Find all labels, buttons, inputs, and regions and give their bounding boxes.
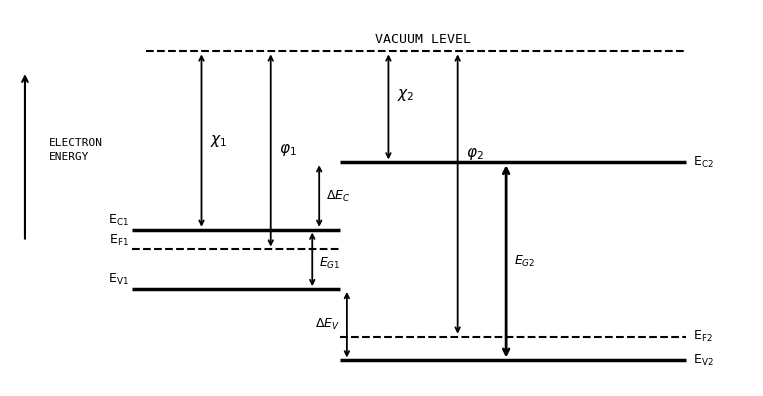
Text: $E_{G2}$: $E_{G2}$ bbox=[514, 254, 536, 269]
Text: $\mathrm{E_{F2}}$: $\mathrm{E_{F2}}$ bbox=[693, 329, 713, 344]
Text: $E_{G1}$: $E_{G1}$ bbox=[319, 256, 340, 271]
Text: $\mathrm{E_{F1}}$: $\mathrm{E_{F1}}$ bbox=[109, 232, 129, 248]
Text: $\mathrm{E_{C2}}$: $\mathrm{E_{C2}}$ bbox=[693, 155, 714, 170]
Text: $\Delta E_V$: $\Delta E_V$ bbox=[315, 317, 340, 332]
Text: $\Delta E_C$: $\Delta E_C$ bbox=[326, 188, 351, 204]
Text: $\varphi_1$: $\varphi_1$ bbox=[279, 143, 297, 158]
Text: $\chi_2$: $\chi_2$ bbox=[397, 87, 414, 103]
Text: VACUUM LEVEL: VACUUM LEVEL bbox=[375, 32, 471, 46]
Text: $\mathrm{E_{V1}}$: $\mathrm{E_{V1}}$ bbox=[108, 272, 129, 287]
Text: $\varphi_2$: $\varphi_2$ bbox=[466, 147, 484, 162]
Text: $\mathrm{E_{C1}}$: $\mathrm{E_{C1}}$ bbox=[108, 213, 129, 228]
Text: $\chi_1$: $\chi_1$ bbox=[210, 133, 227, 148]
Text: ELECTRON
ENERGY: ELECTRON ENERGY bbox=[49, 139, 103, 162]
Text: $\mathrm{E_{V2}}$: $\mathrm{E_{V2}}$ bbox=[693, 353, 713, 368]
